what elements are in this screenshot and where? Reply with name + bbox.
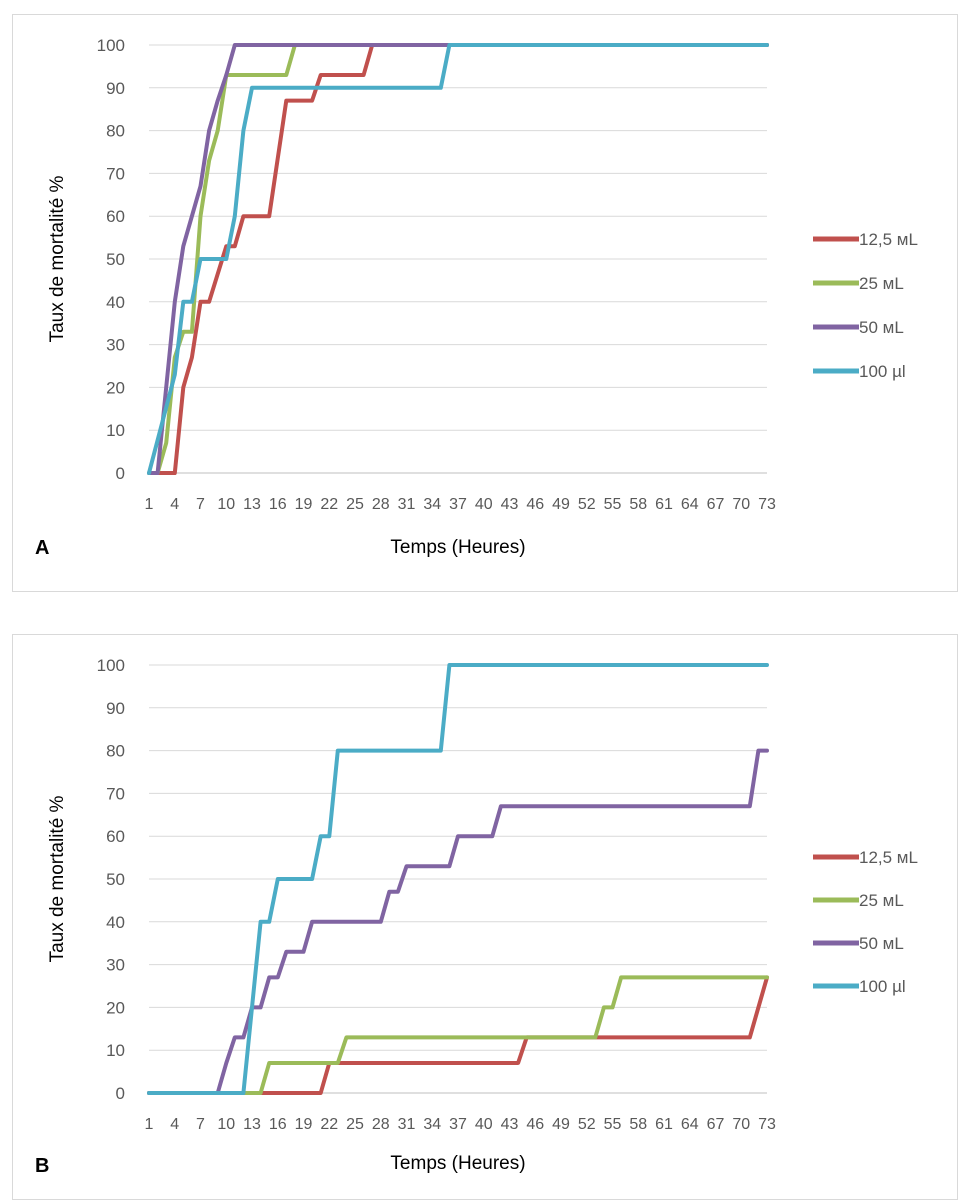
x-tick-label: 1 <box>145 496 154 513</box>
x-tick-label: 70 <box>732 496 750 513</box>
x-tick-label: 49 <box>552 1116 570 1133</box>
x-tick-label: 7 <box>196 1116 205 1133</box>
x-tick-label: 16 <box>269 496 287 513</box>
x-tick-label: 25 <box>346 496 364 513</box>
x-tick-label: 4 <box>170 1116 179 1133</box>
legend-label: 25 ᴍL <box>859 891 904 910</box>
series-line-0 <box>147 975 769 1095</box>
legend-label: 50 ᴍL <box>859 934 904 953</box>
x-tick-label: 52 <box>578 496 596 513</box>
x-tick-label: 64 <box>681 1116 699 1133</box>
chart-a-svg: 0 10 20 30 40 50 60 70 80 90 100 1 4 7 10 13 16 19 22 25 28 3… <box>47 36 918 558</box>
y-tick-label: 70 <box>106 164 125 183</box>
y-tick-label: 80 <box>106 122 125 141</box>
series-line-2 <box>147 748 769 1095</box>
x-tick-label: 49 <box>552 496 570 513</box>
x-tick-label: 28 <box>372 496 390 513</box>
x-tick-label: 40 <box>475 496 493 513</box>
x-tick-label: 4 <box>170 496 179 513</box>
x-tick-label: 34 <box>423 496 441 513</box>
x-tick-label: 22 <box>320 496 338 513</box>
x-tick-label: 10 <box>217 496 235 513</box>
x-tick-label: 67 <box>707 1116 725 1133</box>
y-tick-label: 50 <box>106 250 125 269</box>
x-tick-label: 73 <box>758 1116 776 1133</box>
y-tick-label: 60 <box>106 207 125 226</box>
x-tick-label: 10 <box>217 1116 235 1133</box>
panel-label-a: A <box>35 537 50 559</box>
y-tick-label: 40 <box>106 293 125 312</box>
x-tick-label: 25 <box>346 1116 364 1133</box>
legend-label: 25 ᴍL <box>859 274 904 293</box>
series-line-3 <box>147 663 769 1095</box>
x-tick-label: 52 <box>578 1116 596 1133</box>
legend-label: 12,5 ᴍL <box>859 230 918 249</box>
x-tick-label: 46 <box>526 496 544 513</box>
y-axis-label: Taux de mortalité % <box>47 795 68 962</box>
y-tick-label: 80 <box>106 742 125 761</box>
series-line-2 <box>147 43 769 475</box>
y-tick-label: 0 <box>116 464 125 483</box>
y-tick-label: 30 <box>106 336 125 355</box>
y-tick-label: 60 <box>106 827 125 846</box>
x-tick-label: 46 <box>526 1116 544 1133</box>
x-tick-label: 31 <box>398 496 416 513</box>
x-tick-label: 37 <box>449 1116 467 1133</box>
x-tick-label: 1 <box>145 1116 154 1133</box>
legend-label: 100 µl <box>859 362 906 381</box>
x-tick-label: 64 <box>681 496 699 513</box>
y-tick-label: 100 <box>97 36 125 55</box>
chart-panel-a: 0 10 20 30 40 50 60 70 80 90 100 1 4 7 10 13 16 19 22 25 28 3… <box>12 14 958 592</box>
x-tick-label: 55 <box>604 496 622 513</box>
chart-b-svg: 0 10 20 30 40 50 60 70 80 90 100 1 4 7 10 13 16 19 22 25 28 3… <box>47 656 918 1174</box>
x-tick-label: 37 <box>449 496 467 513</box>
y-tick-label: 20 <box>106 378 125 397</box>
series-line-3 <box>147 43 769 475</box>
x-tick-label: 43 <box>501 1116 519 1133</box>
series-line-1 <box>147 43 769 475</box>
series-line-1 <box>147 975 769 1095</box>
panel-label-b: B <box>35 1155 50 1177</box>
x-tick-label: 70 <box>732 1116 750 1133</box>
y-tick-label: 20 <box>106 998 125 1017</box>
y-tick-label: 90 <box>106 79 125 98</box>
x-tick-label: 43 <box>501 496 519 513</box>
x-tick-label: 61 <box>655 496 673 513</box>
x-tick-label: 61 <box>655 1116 673 1133</box>
series-line-0 <box>147 43 769 475</box>
x-tick-label: 13 <box>243 496 261 513</box>
x-tick-label: 22 <box>320 1116 338 1133</box>
x-tick-label: 58 <box>629 496 647 513</box>
x-tick-label: 73 <box>758 496 776 513</box>
y-axis-label: Taux de mortalité % <box>47 175 68 342</box>
y-tick-label: 50 <box>106 870 125 889</box>
legend-label: 12,5 ᴍL <box>859 848 918 867</box>
x-tick-label: 19 <box>295 496 313 513</box>
x-tick-label: 7 <box>196 496 205 513</box>
x-axis-label: Temps (Heures) <box>390 1153 525 1174</box>
y-tick-label: 0 <box>116 1084 125 1103</box>
y-tick-label: 10 <box>106 421 125 440</box>
x-tick-label: 34 <box>423 1116 441 1133</box>
x-tick-label: 19 <box>295 1116 313 1133</box>
x-tick-label: 28 <box>372 1116 390 1133</box>
x-tick-label: 31 <box>398 1116 416 1133</box>
y-tick-label: 90 <box>106 699 125 718</box>
x-tick-label: 40 <box>475 1116 493 1133</box>
y-tick-label: 10 <box>106 1041 125 1060</box>
y-tick-label: 30 <box>106 956 125 975</box>
legend-label: 100 µl <box>859 977 906 996</box>
x-tick-label: 58 <box>629 1116 647 1133</box>
x-tick-label: 13 <box>243 1116 261 1133</box>
x-tick-label: 16 <box>269 1116 287 1133</box>
x-tick-label: 67 <box>707 496 725 513</box>
y-tick-label: 100 <box>97 656 125 675</box>
y-tick-label: 70 <box>106 784 125 803</box>
x-tick-label: 55 <box>604 1116 622 1133</box>
y-tick-label: 40 <box>106 913 125 932</box>
legend-label: 50 ᴍL <box>859 318 904 337</box>
x-axis-label: Temps (Heures) <box>390 537 525 558</box>
chart-panel-b: 0 10 20 30 40 50 60 70 80 90 100 1 4 7 10 13 16 19 22 25 28 3… <box>12 634 958 1200</box>
